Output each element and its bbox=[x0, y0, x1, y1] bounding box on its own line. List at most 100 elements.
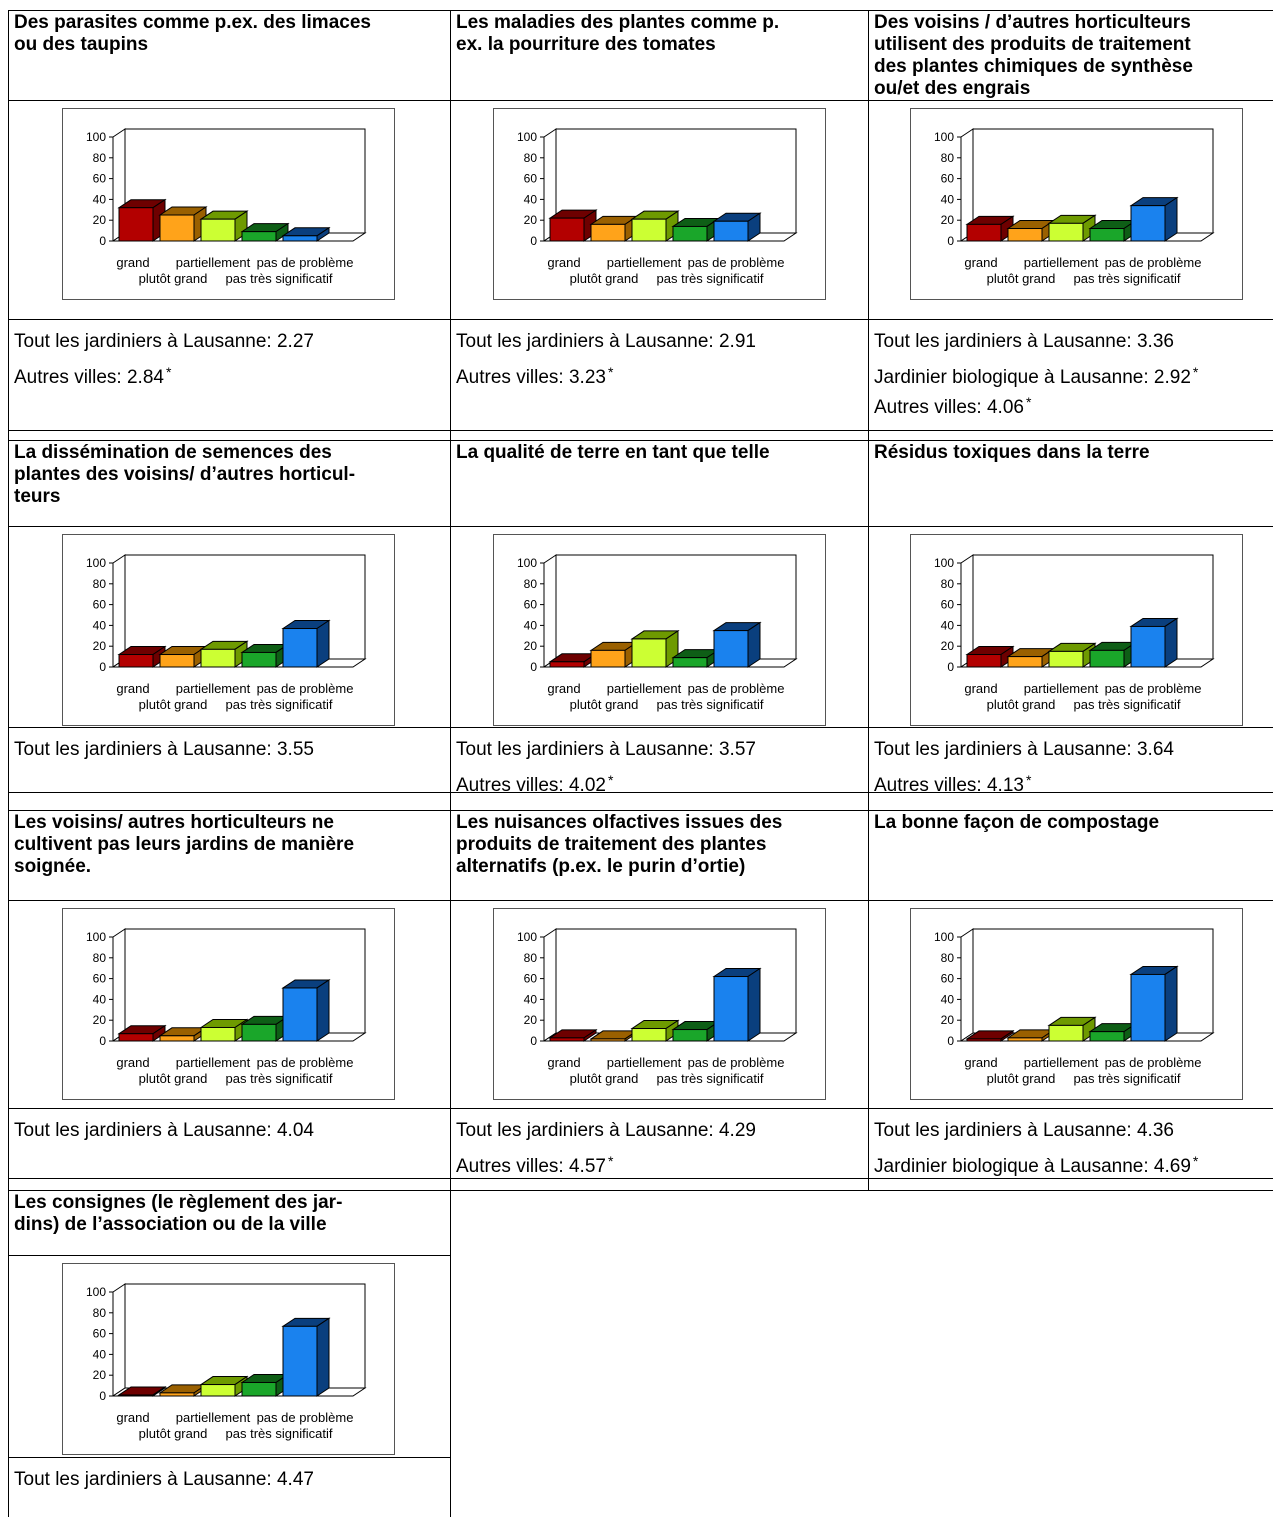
bar bbox=[1047, 642, 1097, 668]
bar bbox=[199, 1018, 249, 1042]
chart-svg: 0 20 40 60 80 100 grand partiellement pas de pro… bbox=[517, 928, 798, 1086]
stat-text: Tout les jardiniers à Lausanne: 4.04 bbox=[14, 1120, 314, 1141]
x-label: plutôt grand bbox=[570, 1071, 639, 1086]
bar-chart: 0 20 40 60 80 100 grand partiellement pas de pro… bbox=[910, 908, 1243, 1100]
chart-svg: 0 20 40 60 80 100 grand partiellement pas de pro… bbox=[934, 128, 1215, 286]
cell-title: La bonne façon de compostage bbox=[874, 812, 1160, 833]
x-label: partiellement bbox=[176, 681, 251, 696]
stat-text: Autres villes: 4.06 bbox=[874, 397, 1024, 418]
x-label: pas très significatif bbox=[226, 1071, 333, 1086]
stat-text: Tout les jardiniers à Lausanne: 4.47 bbox=[14, 1469, 314, 1490]
x-label: pas de problème bbox=[257, 255, 354, 270]
table-border bbox=[450, 810, 451, 1190]
bar bbox=[965, 1029, 1015, 1042]
y-tick-label: 40 bbox=[93, 192, 107, 206]
stat-text: Autres villes: 4.13 bbox=[874, 775, 1024, 796]
y-tick-label: 20 bbox=[941, 213, 955, 227]
stat-line: Tout les jardiniers à Lausanne: 4.04 bbox=[14, 1120, 314, 1142]
bar-side bbox=[1164, 965, 1178, 1042]
x-label: pas de problème bbox=[688, 1055, 785, 1070]
table-border bbox=[8, 100, 1273, 101]
chart-side-wall bbox=[112, 1283, 126, 1397]
table-border bbox=[8, 430, 1273, 431]
bar bbox=[240, 643, 290, 668]
x-label: plutôt grand bbox=[570, 271, 639, 286]
bar-front bbox=[966, 654, 1002, 668]
bar-side bbox=[747, 967, 761, 1042]
table-border bbox=[8, 810, 9, 1190]
bar-chart: 0 20 40 60 80 100 grand partiellement pas de pro… bbox=[62, 108, 395, 300]
table-border bbox=[450, 440, 451, 810]
stat-text: Jardinier biologique à Lausanne: 2.92 bbox=[874, 367, 1191, 388]
bar bbox=[117, 645, 167, 668]
bar bbox=[240, 1015, 290, 1042]
stat-text: Tout les jardiniers à Lausanne: 2.91 bbox=[456, 331, 756, 352]
y-tick-label: 20 bbox=[93, 213, 107, 227]
bar-front bbox=[200, 648, 236, 668]
stat-text: Autres villes: 3.23 bbox=[456, 367, 606, 388]
stats-block: Tout les jardiniers à Lausanne: 2.91 Autr… bbox=[450, 319, 868, 430]
bar-front bbox=[118, 1394, 154, 1397]
x-label: grand bbox=[964, 681, 997, 696]
stat-text: Tout les jardiniers à Lausanne: 3.36 bbox=[874, 331, 1174, 352]
cell-title: Des parasites comme p.ex. des limaces ou… bbox=[14, 12, 371, 55]
table-border bbox=[8, 526, 1273, 527]
bar-front bbox=[590, 223, 626, 242]
y-tick-label: 80 bbox=[941, 577, 955, 591]
x-label: pas très significatif bbox=[1074, 271, 1181, 286]
stat-text: Tout les jardiniers à Lausanne: 4.36 bbox=[874, 1120, 1174, 1141]
y-tick-label: 0 bbox=[530, 1034, 537, 1048]
bar-front bbox=[1048, 1024, 1084, 1042]
y-tick-label: 100 bbox=[86, 556, 106, 570]
significance-star: * bbox=[1025, 394, 1032, 410]
bar-front bbox=[1130, 625, 1166, 668]
x-label: partiellement bbox=[607, 1055, 682, 1070]
y-tick-label: 0 bbox=[947, 1034, 954, 1048]
bar bbox=[1088, 641, 1138, 668]
bar-front bbox=[713, 976, 749, 1042]
x-label: pas de problème bbox=[1105, 681, 1202, 696]
y-tick-label: 60 bbox=[93, 1327, 107, 1341]
bar-chart: 0 20 40 60 80 100 grand partiellement pas de pro… bbox=[62, 534, 395, 726]
table-border bbox=[8, 319, 1273, 320]
stat-line: Autres villes: 4.02 * bbox=[456, 769, 613, 797]
bar bbox=[548, 209, 598, 242]
cell-title: Les voisins/ autres horticulteurs ne cul… bbox=[14, 812, 355, 877]
bar-front bbox=[241, 1381, 277, 1397]
bar bbox=[589, 215, 639, 242]
bar bbox=[240, 1373, 290, 1397]
bar-front bbox=[1130, 205, 1166, 242]
bar bbox=[117, 198, 167, 242]
y-tick-label: 100 bbox=[517, 130, 537, 144]
bar-front bbox=[966, 1038, 1002, 1042]
stat-text: Tout les jardiniers à Lausanne: 3.64 bbox=[874, 739, 1174, 760]
x-label: pas très significatif bbox=[226, 697, 333, 712]
bar-front bbox=[1007, 1037, 1043, 1042]
stat-line: Tout les jardiniers à Lausanne: 2.27 bbox=[14, 331, 314, 353]
x-label: plutôt grand bbox=[139, 1426, 208, 1441]
cell-title: La dissémination de semences des plantes… bbox=[14, 442, 356, 507]
bar bbox=[1047, 1016, 1097, 1042]
bar bbox=[281, 979, 331, 1042]
bar-front bbox=[1048, 222, 1084, 242]
bar-front bbox=[118, 654, 154, 668]
y-tick-label: 80 bbox=[941, 951, 955, 965]
x-label: pas de problème bbox=[688, 255, 785, 270]
cell-title: Des voisins / d’autres horticulteurs uti… bbox=[874, 12, 1193, 99]
table-border bbox=[868, 810, 869, 1190]
x-label: partiellement bbox=[176, 255, 251, 270]
bar bbox=[199, 210, 249, 242]
y-tick-label: 40 bbox=[941, 992, 955, 1006]
x-label: pas de problème bbox=[688, 681, 785, 696]
bar-side bbox=[316, 1317, 330, 1397]
y-tick-label: 60 bbox=[524, 598, 538, 612]
bar bbox=[117, 1386, 167, 1397]
table-border bbox=[8, 1190, 450, 1191]
bar-front bbox=[200, 1026, 236, 1042]
stats-block: Tout les jardiniers à Lausanne: 3.64 Autr… bbox=[868, 727, 1273, 796]
bar-front bbox=[241, 651, 277, 668]
bar bbox=[671, 217, 721, 242]
stat-text: Tout les jardiniers à Lausanne: 4.29 bbox=[456, 1120, 756, 1141]
y-tick-label: 40 bbox=[93, 1347, 107, 1361]
y-tick-label: 80 bbox=[524, 951, 538, 965]
